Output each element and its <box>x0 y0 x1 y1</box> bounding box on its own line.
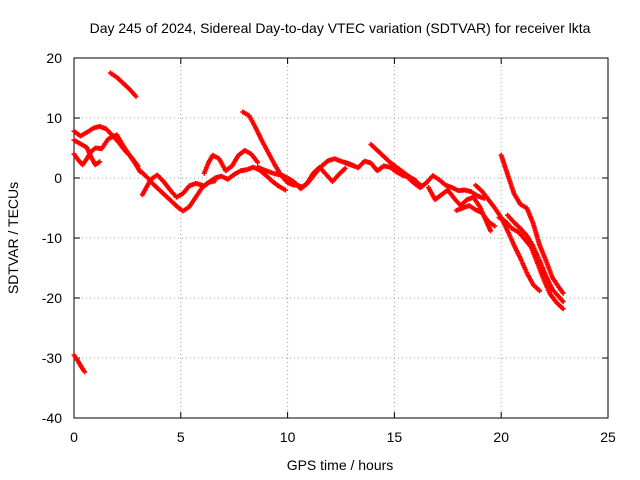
data-point <box>342 165 348 171</box>
x-tick-label: 10 <box>280 429 296 445</box>
y-tick-label: 0 <box>54 170 62 186</box>
data-track <box>107 70 139 99</box>
x-tick-label: 25 <box>600 429 616 445</box>
y-tick-label: 20 <box>46 50 62 66</box>
data-point <box>537 288 543 294</box>
chart-title: Day 245 of 2024, Sidereal Day-to-day VTE… <box>90 20 591 36</box>
data-points <box>71 70 566 375</box>
data-point <box>282 187 288 193</box>
data-track <box>137 168 218 214</box>
data-point <box>255 159 261 165</box>
x-tick-label: 20 <box>493 429 509 445</box>
x-tick-label: 5 <box>177 429 185 445</box>
x-tick-label: 15 <box>387 429 403 445</box>
x-tick-labels: 0 5 10 15 20 25 <box>70 429 616 445</box>
y-tick-label: -20 <box>42 290 62 306</box>
y-axis-label: SDTVAR / TECUs <box>5 182 21 294</box>
x-axis-label: GPS time / hours <box>287 457 394 473</box>
data-point <box>492 223 498 229</box>
data-track <box>498 152 566 296</box>
data-track <box>199 164 288 193</box>
data-track <box>505 212 566 305</box>
data-point <box>82 369 88 375</box>
data-track <box>368 141 425 189</box>
data-track <box>297 164 348 192</box>
data-point <box>560 299 566 305</box>
y-tick-labels: -40 -30 -20 -10 0 10 20 <box>42 50 62 426</box>
data-point <box>560 306 566 312</box>
data-point <box>488 228 494 234</box>
data-track <box>391 164 487 201</box>
data-track <box>71 352 88 375</box>
data-track <box>71 132 143 175</box>
data-track <box>453 203 498 229</box>
data-point <box>97 159 103 165</box>
y-tick-label: 10 <box>46 110 62 126</box>
data-track <box>71 137 103 168</box>
x-tick-label: 0 <box>70 429 78 445</box>
y-tick-label: -40 <box>42 410 62 426</box>
y-tick-label: -10 <box>42 230 62 246</box>
data-track <box>201 147 261 176</box>
data-track <box>426 185 494 234</box>
data-point <box>133 93 139 99</box>
data-point <box>560 290 566 296</box>
y-tick-label: -30 <box>42 350 62 366</box>
